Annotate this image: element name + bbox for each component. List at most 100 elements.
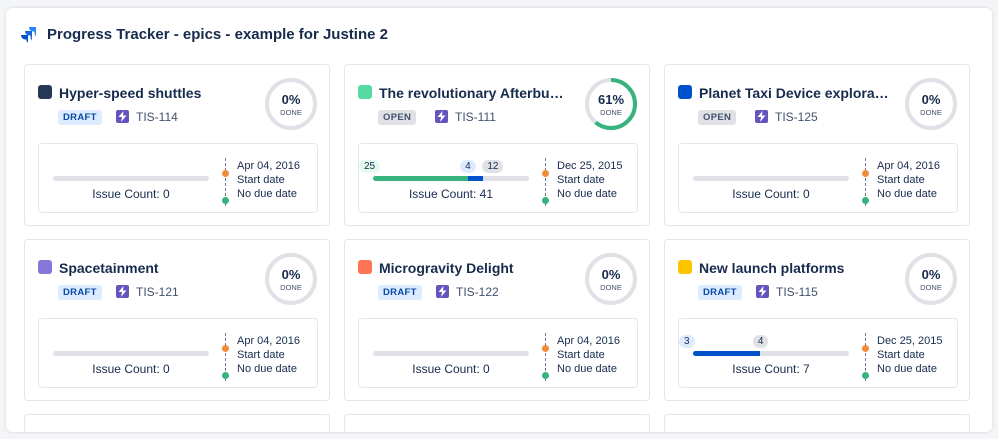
issue-count: Issue Count: 0 <box>412 362 490 376</box>
epic-color-swatch <box>678 260 692 274</box>
percent-done: 0% <box>921 267 941 282</box>
progress-details: Issue Count: 0 Apr 04, 2016 Start date N… <box>358 318 638 388</box>
percent-done: 61% <box>597 92 625 107</box>
percent-done: 0% <box>921 92 941 107</box>
start-date-label: Start date <box>877 174 925 186</box>
due-date-label: No due date <box>237 188 297 200</box>
start-date-label: Start date <box>237 174 285 186</box>
done-label: DONE <box>920 108 942 117</box>
jira-software-icon <box>21 27 36 43</box>
done-label: DONE <box>920 283 942 292</box>
epic-card[interactable]: Planet Taxi Device exploration ... OPEN … <box>664 64 970 226</box>
epic-color-swatch <box>358 260 372 274</box>
start-date-dot <box>542 345 549 352</box>
due-date-dot <box>542 197 549 204</box>
due-date-label: No due date <box>877 188 937 200</box>
issue-count: Issue Count: 7 <box>732 362 810 376</box>
start-date-value: Dec 25, 2015 <box>877 335 943 347</box>
in-progress-count-bubble: 4 <box>460 160 476 173</box>
progress-details: Issue Count: 0 Apr 04, 2016 Start date N… <box>38 143 318 213</box>
timeline-connector <box>225 333 226 381</box>
epic-title[interactable]: New launch platforms <box>699 260 845 276</box>
in-progress-count-bubble: 3 <box>679 335 695 348</box>
epic-card-partial <box>344 414 650 432</box>
issue-progress-bar <box>373 351 529 356</box>
start-date-value: Apr 04, 2016 <box>237 335 300 347</box>
epic-card-partial <box>664 414 970 432</box>
bar-segment-todo <box>759 351 849 356</box>
bar-segment-prog <box>468 176 484 181</box>
epic-color-swatch <box>358 85 372 99</box>
status-badge: OPEN <box>378 110 417 125</box>
epic-card[interactable]: Microgravity Delight DRAFT TIS-122 0% DO… <box>344 239 650 401</box>
due-date-dot <box>542 372 549 379</box>
due-date-dot <box>222 197 229 204</box>
progress-details: Issue Count: 0 Apr 04, 2016 Start date N… <box>38 318 318 388</box>
due-date-label: No due date <box>237 363 297 375</box>
progress-tracker-panel: Progress Tracker - epics - example for J… <box>6 8 992 432</box>
percent-done: 0% <box>601 267 621 282</box>
todo-count-bubble: 12 <box>482 160 504 173</box>
status-badge: DRAFT <box>698 285 742 300</box>
epic-card[interactable]: New launch platforms DRAFT TIS-115 0% DO… <box>664 239 970 401</box>
done-count-bubble: 25 <box>359 160 381 173</box>
progress-details: Issue Count: 41 Dec 25, 2015 Start date … <box>358 143 638 213</box>
due-date-dot <box>862 197 869 204</box>
done-label: DONE <box>280 108 302 117</box>
status-badge: DRAFT <box>58 110 102 125</box>
epic-lightning-icon <box>755 110 768 123</box>
epic-title[interactable]: Planet Taxi Device exploration ... <box>699 85 889 101</box>
epic-lightning-icon <box>116 110 129 123</box>
issue-key-link[interactable]: TIS-125 <box>775 110 818 124</box>
start-date-label: Start date <box>557 349 605 361</box>
progress-ring: 0% DONE <box>584 252 638 306</box>
epic-title[interactable]: Hyper-speed shuttles <box>59 85 202 101</box>
timeline-connector <box>225 158 226 206</box>
header: Progress Tracker - epics - example for J… <box>20 26 388 43</box>
epic-title[interactable]: The revolutionary Afterburner ... <box>379 85 569 101</box>
epic-card-partial <box>24 414 330 432</box>
status-badge: OPEN <box>698 110 737 125</box>
due-date-label: No due date <box>557 188 617 200</box>
issue-key-link[interactable]: TIS-115 <box>776 285 818 299</box>
status-badge: DRAFT <box>378 285 422 300</box>
epic-lightning-icon <box>436 285 449 298</box>
progress-ring: 0% DONE <box>264 252 318 306</box>
bar-segment-done <box>373 176 469 181</box>
progress-details: Issue Count: 0 Apr 04, 2016 Start date N… <box>678 143 958 213</box>
start-date-dot <box>222 345 229 352</box>
issue-count: Issue Count: 0 <box>92 362 170 376</box>
epic-color-swatch <box>678 85 692 99</box>
epic-title[interactable]: Microgravity Delight <box>379 260 514 276</box>
epic-card[interactable]: Hyper-speed shuttles DRAFT TIS-114 0% DO… <box>24 64 330 226</box>
bar-segment-todo <box>483 176 529 181</box>
done-label: DONE <box>600 283 622 292</box>
issue-progress-bar <box>693 351 849 356</box>
start-date-value: Apr 04, 2016 <box>237 160 300 172</box>
percent-done: 0% <box>281 267 301 282</box>
start-date-value: Apr 04, 2016 <box>877 160 940 172</box>
status-badge: DRAFT <box>58 285 102 300</box>
epic-lightning-icon <box>756 285 769 298</box>
issue-key-link[interactable]: TIS-121 <box>136 285 179 299</box>
issue-count: Issue Count: 0 <box>92 187 170 201</box>
progress-ring: 61% DONE <box>584 77 638 131</box>
issue-key-link[interactable]: TIS-111 <box>455 110 496 124</box>
done-label: DONE <box>600 108 622 117</box>
epic-color-swatch <box>38 85 52 99</box>
issue-key-link[interactable]: TIS-122 <box>456 285 499 299</box>
progress-ring: 0% DONE <box>904 77 958 131</box>
start-date-dot <box>862 170 869 177</box>
start-date-label: Start date <box>237 349 285 361</box>
issue-key-link[interactable]: TIS-114 <box>136 110 178 124</box>
progress-ring: 0% DONE <box>904 252 958 306</box>
epic-title[interactable]: Spacetainment <box>59 260 159 276</box>
epic-card[interactable]: Spacetainment DRAFT TIS-121 0% DONE Issu… <box>24 239 330 401</box>
percent-done: 0% <box>281 92 301 107</box>
epic-lightning-icon <box>116 285 129 298</box>
start-date-value: Apr 04, 2016 <box>557 335 620 347</box>
due-date-dot <box>222 372 229 379</box>
page-title: Progress Tracker - epics - example for J… <box>47 26 388 43</box>
epic-card[interactable]: The revolutionary Afterburner ... OPEN T… <box>344 64 650 226</box>
timeline-connector <box>865 333 866 381</box>
